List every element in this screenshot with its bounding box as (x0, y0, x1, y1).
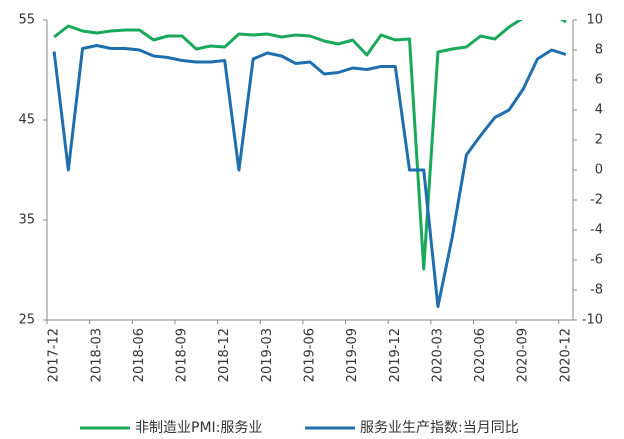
x-tick-label: 2020-12 (558, 328, 573, 382)
y-tick-label: 35 (18, 213, 35, 228)
y2-tick-label: -2 (590, 193, 603, 208)
series-line (53, 20, 567, 271)
y2-tick-label: 2 (595, 133, 603, 148)
y2-tick-label: -6 (590, 253, 603, 268)
x-tick-label: 2019-09 (345, 328, 360, 382)
legend-label: 非制造业PMI:服务业 (135, 420, 262, 436)
y2-tick-label: 6 (595, 73, 603, 88)
y-tick-label: 25 (18, 313, 35, 328)
x-tick-label: 2020-09 (516, 328, 531, 382)
legend-label: 服务业生产指数:当月同比 (360, 420, 519, 436)
y2-tick-label: 8 (595, 43, 603, 58)
y2-tick-label: 10 (586, 13, 603, 28)
x-tick-label: 2018-12 (217, 328, 232, 382)
y-tick-label: 45 (18, 113, 35, 128)
x-tick-label: 2019-03 (260, 328, 275, 382)
y2-tick-label: 0 (595, 163, 603, 178)
x-tick-label: 2018-06 (132, 328, 147, 382)
x-tick-label: 2017-12 (47, 328, 62, 382)
x-tick-label: 2020-06 (473, 328, 488, 382)
y-tick-label: 55 (18, 13, 35, 28)
series-line (52, 44, 567, 308)
x-tick-label: 2020-03 (430, 328, 445, 382)
x-tick-label: 2019-12 (388, 328, 403, 382)
x-tick-label: 2019-06 (303, 328, 318, 382)
y2-tick-label: -8 (590, 283, 603, 298)
y2-tick-label: -10 (582, 313, 603, 328)
x-tick-label: 2018-09 (175, 328, 190, 382)
x-tick-label: 2018-03 (89, 328, 104, 382)
y2-tick-label: -4 (590, 223, 603, 238)
y2-tick-label: 4 (595, 103, 603, 118)
